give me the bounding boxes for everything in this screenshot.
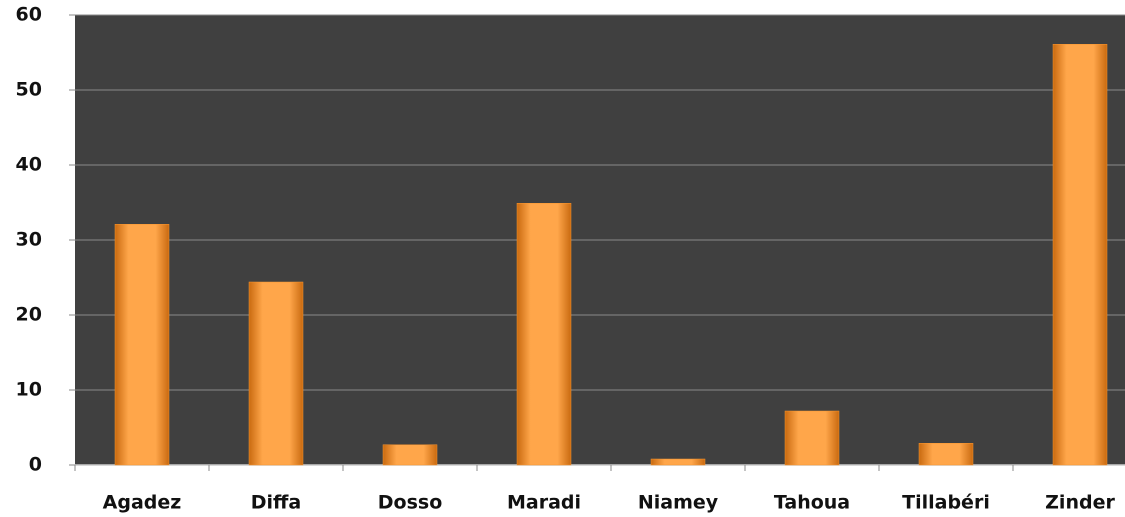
bar <box>382 444 438 466</box>
x-tick-label: Dosso <box>378 492 443 514</box>
y-tick-label: 20 <box>16 304 42 326</box>
x-tick-label: Maradi <box>507 492 581 514</box>
bar <box>784 410 840 466</box>
y-tick-label: 40 <box>16 154 42 176</box>
x-tick-label: Tillabéri <box>902 492 990 514</box>
x-tick-label: Zinder <box>1045 492 1115 514</box>
bar <box>114 224 170 466</box>
bar <box>918 443 974 466</box>
y-tick-label: 10 <box>16 379 42 401</box>
y-tick-label: 60 <box>16 4 42 26</box>
x-tick-label: Diffa <box>251 492 302 514</box>
x-tick-label: Tahoua <box>774 492 850 514</box>
y-tick-label: 50 <box>16 79 42 101</box>
bar <box>650 458 706 466</box>
bar <box>248 281 304 466</box>
y-tick-label: 0 <box>29 454 42 476</box>
y-tick-label: 30 <box>16 229 42 251</box>
bar <box>1052 44 1108 466</box>
x-tick-label: Agadez <box>103 492 182 514</box>
bar <box>516 203 572 466</box>
x-tick-label: Niamey <box>638 492 719 514</box>
